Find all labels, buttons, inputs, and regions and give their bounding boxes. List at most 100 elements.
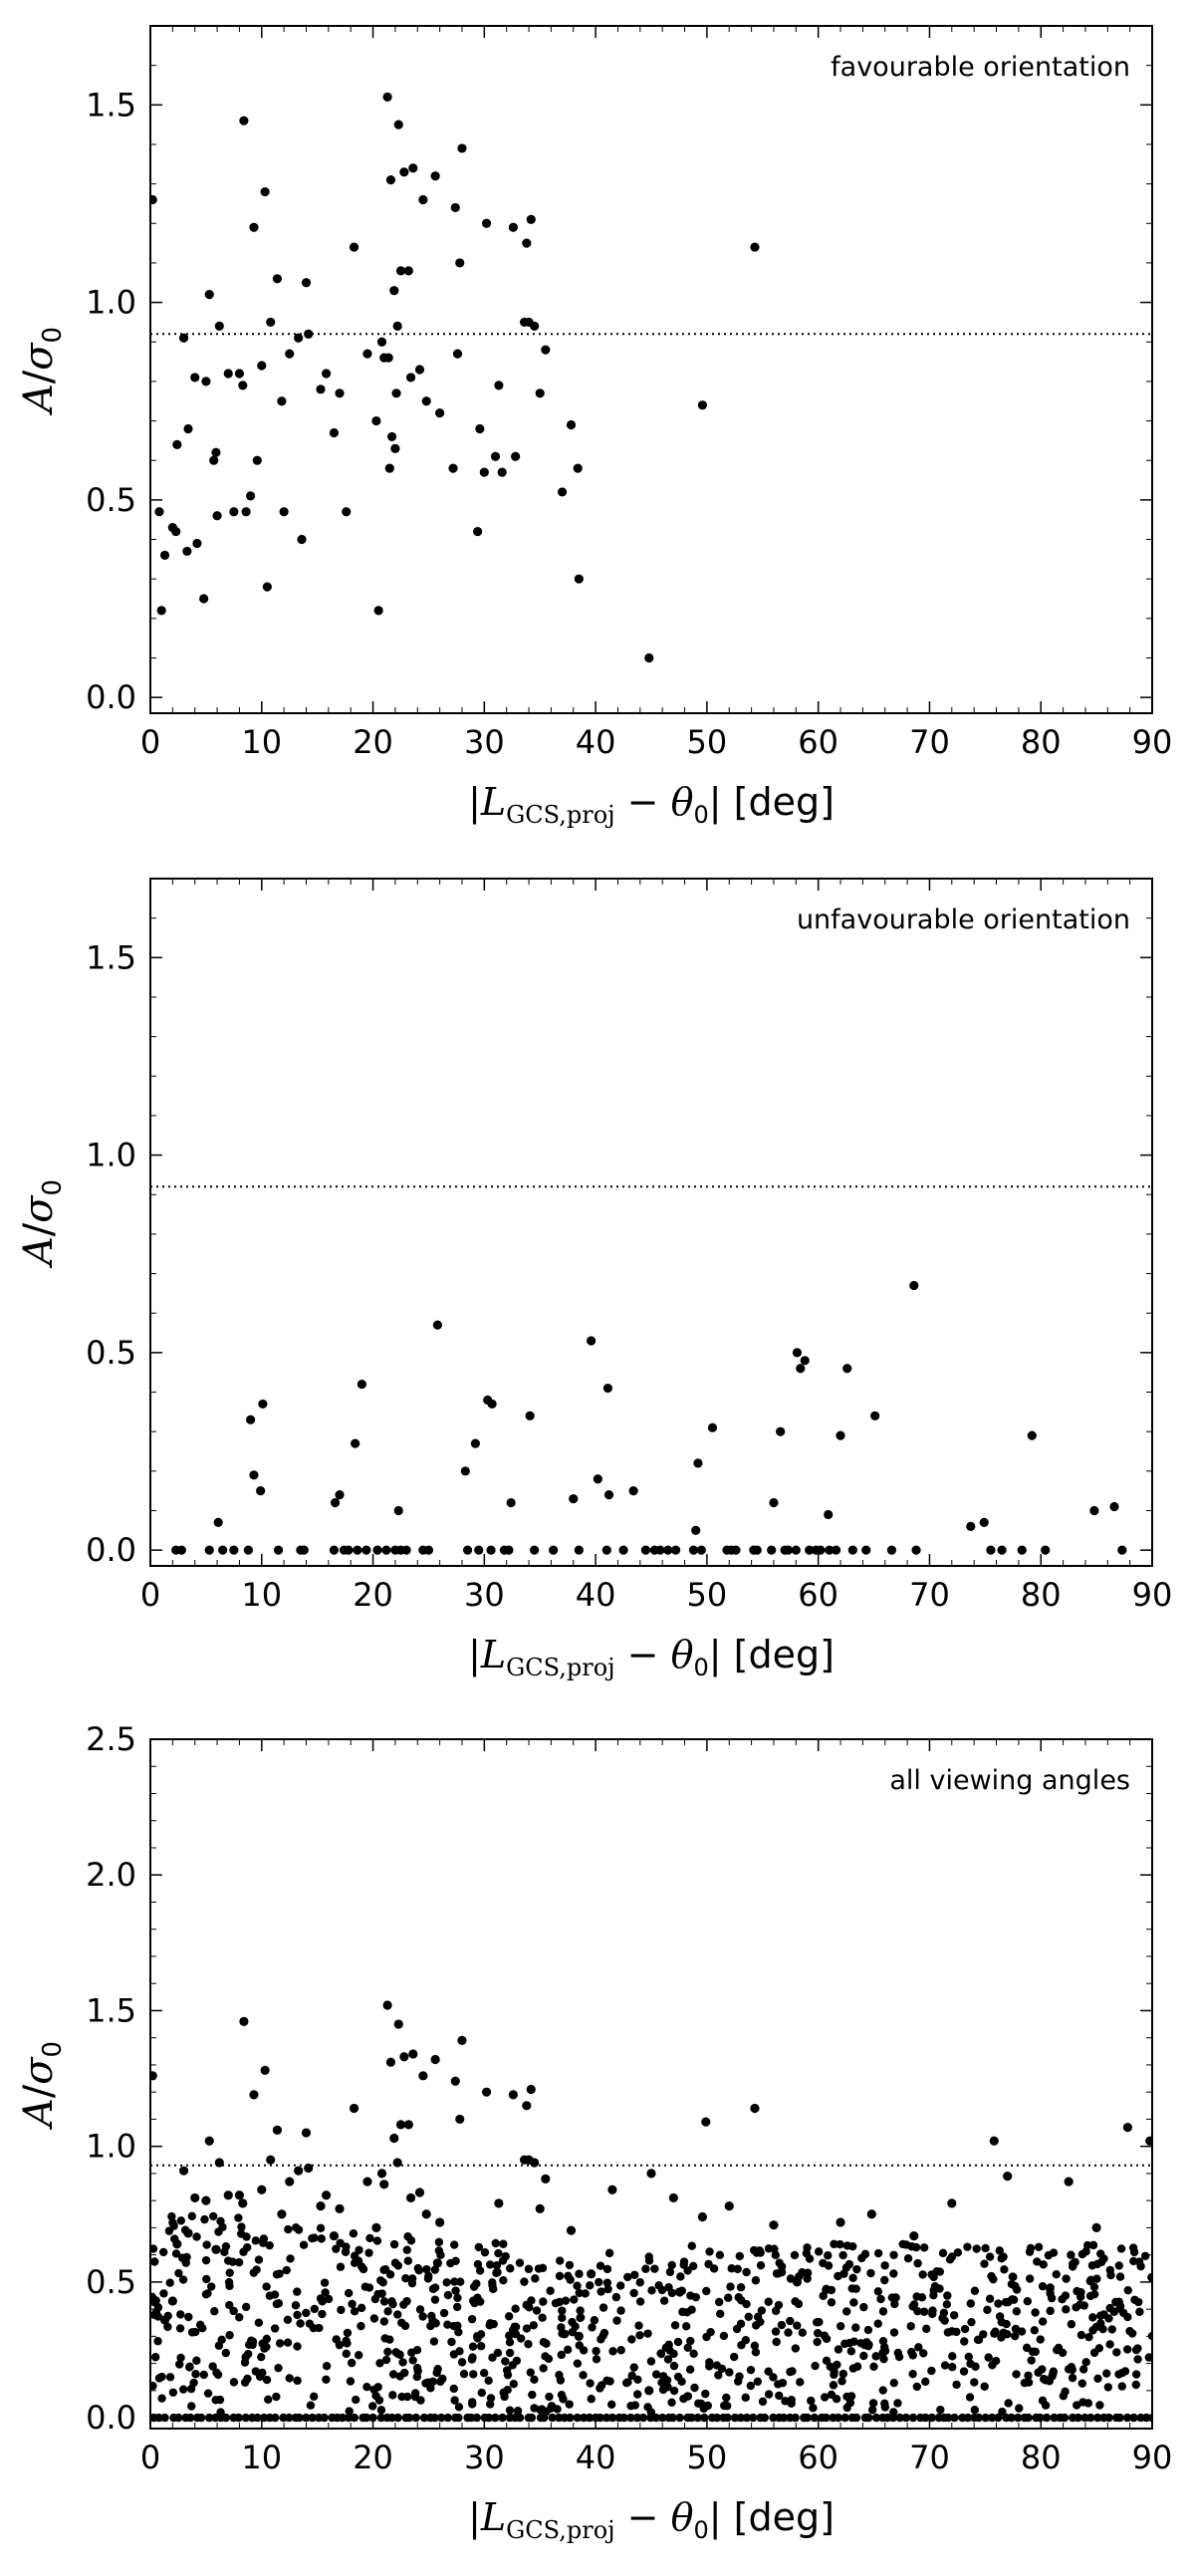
data-point bbox=[890, 2299, 899, 2309]
data-point bbox=[515, 2258, 525, 2267]
zero-point bbox=[498, 2413, 507, 2423]
data-point bbox=[1024, 2378, 1034, 2387]
data-point bbox=[873, 2248, 883, 2258]
data-point bbox=[342, 2349, 351, 2359]
data-point bbox=[476, 2342, 486, 2351]
x-tick-label: 70 bbox=[909, 723, 950, 761]
data-point bbox=[774, 2300, 784, 2310]
data-point bbox=[607, 2185, 617, 2194]
data-point bbox=[569, 1493, 579, 1504]
data-point bbox=[570, 2295, 579, 2304]
data-point bbox=[774, 2380, 783, 2389]
data-point bbox=[469, 2370, 478, 2379]
data-point bbox=[185, 2362, 194, 2372]
data-point bbox=[1147, 2331, 1152, 2341]
data-point bbox=[379, 2317, 389, 2326]
data-point bbox=[505, 2406, 515, 2415]
data-point bbox=[908, 2369, 917, 2379]
data-point bbox=[301, 278, 312, 288]
data-point bbox=[1088, 2326, 1097, 2335]
data-point bbox=[1085, 2276, 1094, 2286]
data-point bbox=[938, 2248, 948, 2258]
data-point bbox=[712, 2361, 722, 2370]
data-point bbox=[909, 2230, 919, 2241]
data-point bbox=[880, 2399, 889, 2409]
x-tick-label: 90 bbox=[1132, 723, 1173, 761]
data-point bbox=[1038, 2396, 1048, 2406]
data-point bbox=[459, 2369, 469, 2379]
data-point bbox=[664, 2340, 673, 2350]
data-point bbox=[154, 2374, 164, 2383]
data-point bbox=[878, 2386, 887, 2395]
data-point bbox=[176, 2310, 185, 2319]
data-point bbox=[462, 1545, 473, 1555]
x-tick-label: 50 bbox=[687, 2439, 728, 2476]
data-point bbox=[1007, 2279, 1017, 2289]
data-point bbox=[200, 2214, 209, 2224]
zero-point bbox=[320, 2413, 329, 2423]
zero-point bbox=[851, 2413, 861, 2423]
data-point bbox=[249, 1470, 259, 1480]
data-point bbox=[430, 2265, 440, 2274]
data-point bbox=[764, 2390, 774, 2399]
x-tick-label: 20 bbox=[353, 723, 393, 761]
data-point bbox=[1069, 2262, 1077, 2271]
data-point bbox=[998, 2407, 1007, 2417]
zero-point bbox=[1050, 2413, 1059, 2423]
zero-point bbox=[1115, 2413, 1124, 2423]
data-point bbox=[199, 594, 209, 604]
data-point bbox=[151, 2307, 161, 2317]
data-point bbox=[757, 2306, 767, 2315]
data-point bbox=[851, 2323, 860, 2332]
data-point bbox=[751, 2276, 761, 2285]
data-point bbox=[676, 2272, 685, 2281]
data-point bbox=[371, 415, 381, 426]
data-point bbox=[1140, 2251, 1150, 2260]
zero-point bbox=[974, 2413, 983, 2423]
data-point bbox=[249, 222, 259, 232]
zero-point bbox=[601, 2413, 611, 2423]
data-point bbox=[866, 2268, 875, 2278]
data-point bbox=[347, 2358, 357, 2368]
zero-point bbox=[393, 2413, 402, 2423]
data-point bbox=[1088, 2313, 1097, 2322]
data-point bbox=[386, 431, 397, 442]
data-point bbox=[199, 2370, 208, 2380]
data-point bbox=[322, 2362, 332, 2371]
data-point bbox=[178, 333, 189, 343]
data-point bbox=[690, 2383, 699, 2393]
data-point bbox=[224, 2277, 234, 2287]
data-point bbox=[732, 2324, 742, 2334]
data-point bbox=[178, 2385, 188, 2394]
data-point bbox=[266, 2155, 276, 2165]
data-point bbox=[587, 2269, 597, 2279]
data-point bbox=[215, 2395, 225, 2405]
data-point bbox=[602, 1383, 613, 1394]
data-point bbox=[388, 2299, 397, 2309]
data-point bbox=[1001, 2297, 1011, 2307]
data-point bbox=[479, 2369, 489, 2378]
data-point bbox=[254, 2255, 264, 2264]
data-point bbox=[844, 2259, 854, 2269]
data-point bbox=[234, 2257, 244, 2267]
data-point bbox=[430, 2054, 440, 2065]
data-point bbox=[508, 2361, 517, 2370]
data-point bbox=[715, 2309, 725, 2319]
zero-point bbox=[779, 2413, 789, 2423]
zero-point bbox=[466, 2413, 476, 2423]
data-point bbox=[746, 2365, 756, 2375]
data-point bbox=[239, 2016, 249, 2026]
data-point bbox=[1073, 2401, 1081, 2410]
data-point bbox=[349, 2228, 358, 2238]
data-point bbox=[873, 2287, 883, 2296]
data-point bbox=[329, 2230, 340, 2241]
zero-point bbox=[742, 2413, 752, 2423]
data-point bbox=[831, 1545, 841, 1555]
data-point bbox=[598, 2303, 608, 2312]
data-point bbox=[611, 2292, 621, 2302]
data-point bbox=[793, 2321, 802, 2330]
x-tick-label: 70 bbox=[909, 1576, 950, 1614]
data-point bbox=[626, 2401, 635, 2411]
data-point bbox=[225, 2268, 234, 2277]
data-point bbox=[997, 1545, 1007, 1555]
